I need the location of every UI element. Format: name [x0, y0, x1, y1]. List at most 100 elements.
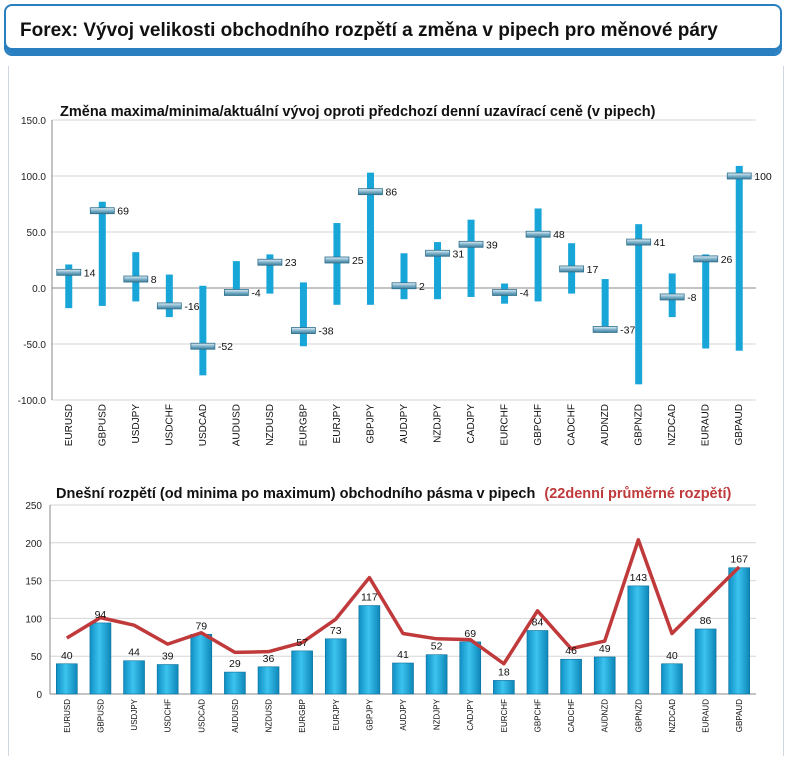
- chart1-range-bar: [534, 208, 542, 302]
- chart1-xtick: CADJPY: [466, 404, 477, 444]
- chart2-xtick: AUDNZD: [601, 699, 610, 733]
- chart1-xtick: AUDUSD: [231, 404, 242, 446]
- chart2-bar: [224, 671, 246, 695]
- chart1-current-label: 26: [721, 254, 733, 266]
- chart1-current-marker: [559, 265, 585, 273]
- chart2-ytick: 200: [25, 539, 42, 550]
- chart1-current-marker: [358, 188, 383, 196]
- chart1-title: Změna maxima/minima/aktuální vývoj oprot…: [60, 104, 656, 120]
- chart1-ytick: 0.0: [32, 284, 46, 295]
- chart1-current-marker: [190, 342, 216, 350]
- chart2-title-main: Dnešní rozpětí (od minima po maximum) ob…: [56, 486, 535, 502]
- chart2-ytick: 0: [36, 690, 42, 701]
- chart1-ytick: 100.0: [21, 172, 46, 183]
- chart1-current-marker: [89, 207, 115, 215]
- chart2-value-label: 36: [263, 653, 275, 665]
- chart2-xtick: NZDCAD: [668, 699, 677, 733]
- chart1-range-bar: [266, 254, 274, 294]
- chart2-xtick: EURUSD: [63, 699, 72, 733]
- chart2-bar: [459, 641, 482, 695]
- chart2-value-label: 49: [599, 643, 611, 655]
- chart1-xtick: USDCHF: [164, 404, 175, 446]
- chart1-current-label: 23: [285, 257, 297, 269]
- chart2-bar: [661, 663, 683, 695]
- chart2-xtick: CADCHF: [567, 699, 576, 732]
- chart1-range-bar: [333, 223, 341, 305]
- chart1-current-marker: [592, 326, 618, 333]
- chart2-bar: [257, 666, 280, 695]
- chart2-ytick: 50: [31, 652, 43, 663]
- chart1-current-marker: [291, 327, 316, 334]
- chart2-xtick: GBPNZD: [634, 699, 643, 733]
- chart1-range-bar: [434, 242, 442, 300]
- chart2-xtick: EURAUD: [702, 699, 711, 733]
- chart2-ytick: 100: [25, 614, 42, 625]
- chart2-value-label: 143: [630, 572, 648, 584]
- chart1-current-label: -4: [251, 287, 260, 299]
- chart2-ytick: 150: [25, 577, 42, 588]
- chart1-current-label: 8: [151, 274, 157, 286]
- chart1-range-bar: [98, 201, 106, 306]
- chart1-current-marker: [391, 282, 417, 290]
- chart2-xtick: GBPUSD: [96, 699, 105, 733]
- chart1-current-label: -16: [184, 301, 199, 313]
- chart1-xtick: NZDCAD: [667, 404, 678, 446]
- chart1-current-label: 31: [453, 248, 465, 260]
- chart1-current-marker: [525, 230, 551, 238]
- chart1-xtick: AUDNZD: [600, 404, 611, 446]
- chart2-value-label: 52: [431, 641, 443, 653]
- chart2-value-label: 94: [95, 609, 107, 621]
- chart2-title-highlight: (22denní průměrné rozpětí): [544, 486, 731, 502]
- chart2-value-label: 44: [128, 647, 140, 659]
- chart1-current-label: -52: [218, 341, 233, 353]
- chart2-bar: [156, 664, 179, 695]
- chart2-xtick: USDCAD: [197, 699, 206, 733]
- chart1-xtick: EURUSD: [64, 404, 75, 446]
- chart1-current-marker: [156, 302, 182, 310]
- chart1-current-label: 86: [385, 187, 397, 199]
- chart1-current-marker: [492, 289, 517, 296]
- chart1-current-label: 14: [84, 267, 96, 279]
- chart2-value-label: 39: [162, 651, 174, 663]
- chart2-xtick: GBPCHF: [533, 699, 542, 732]
- chart2-ytick: 250: [25, 501, 42, 512]
- chart2-bar: [358, 605, 381, 695]
- chart2-value-label: 73: [330, 625, 342, 637]
- chart1-current-marker: [257, 258, 283, 266]
- chart2-value-label: 57: [296, 637, 308, 649]
- chart1-current-label: -8: [687, 292, 696, 304]
- chart1-current-label: 69: [117, 206, 129, 218]
- chart1-current-marker: [56, 268, 82, 276]
- chart1-xtick: EURGBP: [298, 404, 309, 447]
- chart2-bar: [56, 663, 78, 695]
- chart1-current-marker: [726, 172, 752, 180]
- chart2-value-label: 79: [195, 620, 207, 632]
- chart2-value-label: 40: [61, 650, 73, 662]
- chart1-xtick: GBPAUD: [734, 404, 745, 446]
- chart1-current-marker: [425, 249, 450, 257]
- chart2-xtick: NZDJPY: [433, 698, 442, 730]
- chart2-value-label: 86: [700, 615, 712, 627]
- chart1-current-label: -38: [318, 326, 333, 338]
- chart1-range-bar: [199, 285, 207, 376]
- chart1-current-label: -4: [520, 287, 529, 299]
- chart1-xtick: GBPUSD: [97, 404, 108, 446]
- chart1-range-bar: [165, 274, 173, 318]
- chart2-bar: [560, 658, 582, 695]
- chart2-xtick: EURGBP: [298, 699, 307, 733]
- chart1-ytick: 150.0: [21, 116, 46, 127]
- chart2-value-label: 167: [730, 554, 748, 566]
- chart1-xtick: AUDJPY: [399, 404, 410, 444]
- chart1-current-marker: [458, 240, 484, 248]
- chart1-range-bar: [366, 172, 374, 305]
- chart2-bar: [526, 630, 549, 695]
- chart1-xtick: NZDUSD: [265, 404, 276, 446]
- chart2-bar: [728, 567, 750, 695]
- chart1-current-marker: [324, 256, 350, 264]
- chart1-xtick: GBPJPY: [365, 404, 376, 444]
- chart1-current-marker: [693, 255, 719, 263]
- chart2-value-label: 40: [666, 650, 678, 662]
- chart1-range-bar: [601, 279, 609, 333]
- chart2-bar: [593, 656, 616, 695]
